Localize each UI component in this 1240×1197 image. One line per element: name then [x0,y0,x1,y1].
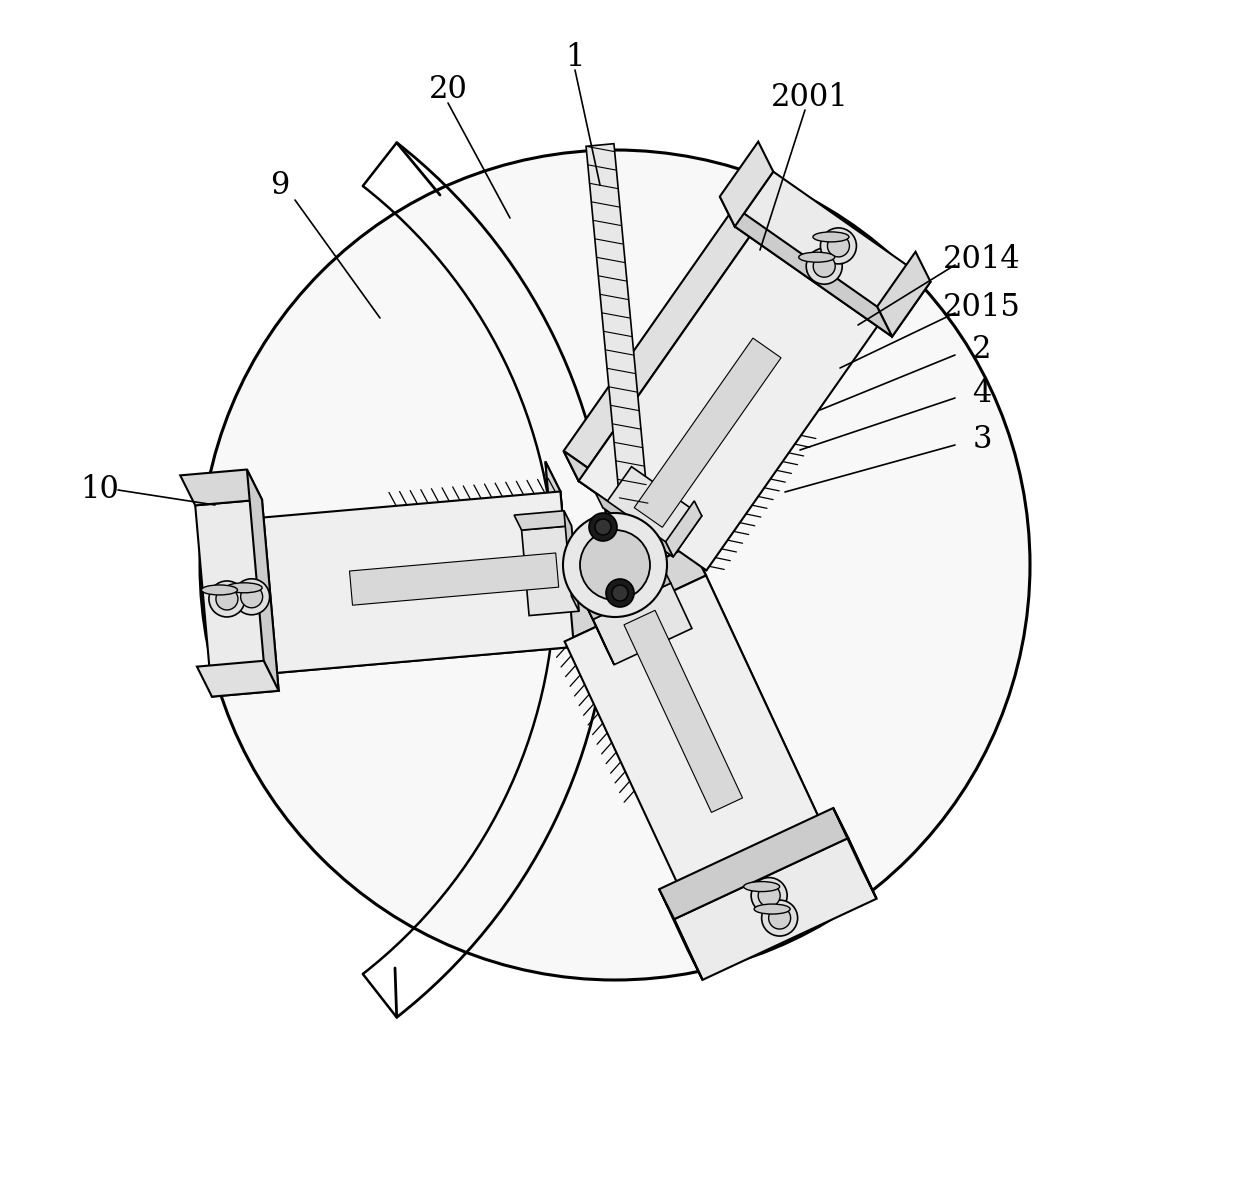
Ellipse shape [744,881,780,892]
Polygon shape [624,610,743,813]
Polygon shape [681,826,837,923]
Circle shape [563,514,667,616]
Text: 10: 10 [81,474,119,505]
Text: 2: 2 [972,334,992,365]
Circle shape [827,235,849,257]
Ellipse shape [799,253,835,262]
Polygon shape [719,196,892,336]
Circle shape [208,581,246,616]
Polygon shape [250,616,574,674]
Polygon shape [564,198,756,481]
Ellipse shape [754,904,790,915]
Circle shape [751,877,787,913]
Circle shape [595,519,611,535]
Polygon shape [833,808,877,899]
Text: 3: 3 [972,425,992,456]
Circle shape [580,530,650,600]
Polygon shape [634,338,781,528]
Text: 2015: 2015 [944,292,1021,323]
Polygon shape [660,808,848,919]
Polygon shape [546,462,574,646]
Polygon shape [252,492,574,674]
Text: 4: 4 [972,377,992,408]
Polygon shape [666,500,702,557]
Circle shape [813,255,836,278]
Polygon shape [549,546,706,642]
Circle shape [821,227,857,263]
Polygon shape [195,499,279,697]
Circle shape [769,907,791,929]
Text: 1: 1 [565,43,585,73]
Circle shape [589,514,618,541]
Polygon shape [593,583,692,664]
Circle shape [613,585,627,601]
Polygon shape [549,546,706,642]
Text: 2014: 2014 [944,244,1021,275]
Polygon shape [237,488,265,674]
Polygon shape [742,198,884,316]
Polygon shape [180,469,262,505]
Polygon shape [564,576,837,923]
Circle shape [241,585,263,608]
Polygon shape [660,889,703,980]
Polygon shape [603,467,702,557]
Circle shape [216,588,238,610]
Polygon shape [675,838,877,980]
Circle shape [233,579,269,615]
Polygon shape [579,227,884,571]
Circle shape [761,900,797,936]
Ellipse shape [201,585,237,595]
Circle shape [606,579,634,607]
Polygon shape [587,144,649,516]
Polygon shape [735,171,930,336]
Circle shape [200,150,1030,980]
Polygon shape [595,493,673,557]
Polygon shape [515,511,572,530]
Polygon shape [247,469,279,691]
Polygon shape [585,569,671,619]
Polygon shape [564,451,707,571]
Polygon shape [197,661,279,697]
Polygon shape [564,511,579,612]
Polygon shape [585,604,614,664]
Circle shape [758,885,780,906]
Text: 20: 20 [429,74,467,105]
Polygon shape [564,451,707,571]
Polygon shape [350,553,559,606]
Text: 9: 9 [270,170,290,201]
Polygon shape [691,546,837,857]
Polygon shape [719,141,774,226]
Ellipse shape [226,583,262,593]
Ellipse shape [813,232,849,242]
Polygon shape [522,525,579,615]
Circle shape [806,248,842,284]
Text: 2001: 2001 [771,81,849,113]
Polygon shape [877,251,930,336]
Polygon shape [546,462,574,646]
